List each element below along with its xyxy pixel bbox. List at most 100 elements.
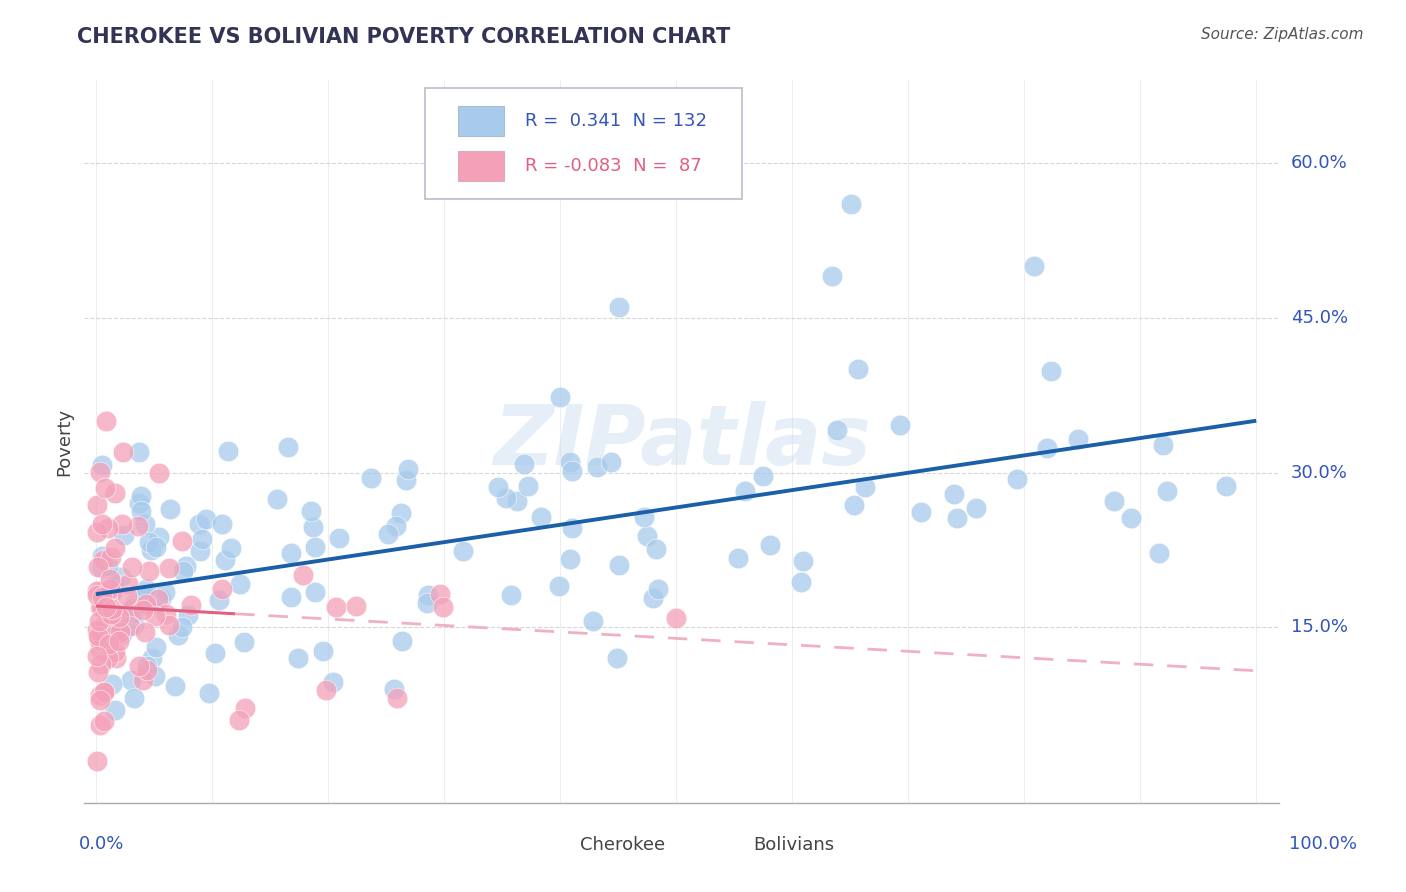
Point bbox=[291, 567, 314, 582]
Point bbox=[112, 445, 135, 459]
Point bbox=[1152, 437, 1174, 451]
Point bbox=[547, 579, 569, 593]
Point bbox=[128, 445, 150, 459]
Point bbox=[122, 601, 145, 615]
Point bbox=[606, 651, 628, 665]
Point bbox=[89, 693, 111, 707]
Point bbox=[1121, 511, 1143, 525]
Point bbox=[734, 483, 756, 498]
Point bbox=[104, 607, 127, 622]
Point bbox=[853, 479, 876, 493]
Point bbox=[561, 521, 583, 535]
Point bbox=[155, 607, 177, 621]
Point bbox=[91, 561, 114, 575]
Point bbox=[141, 651, 163, 665]
Point bbox=[280, 590, 302, 604]
Point bbox=[104, 645, 127, 659]
Point bbox=[942, 487, 965, 501]
Point bbox=[177, 608, 200, 623]
Point bbox=[146, 592, 169, 607]
Text: R = -0.083  N =  87: R = -0.083 N = 87 bbox=[526, 157, 702, 175]
Point bbox=[211, 516, 233, 531]
Point bbox=[191, 532, 214, 546]
Point bbox=[104, 651, 127, 665]
Point bbox=[107, 610, 129, 624]
Point bbox=[90, 549, 112, 563]
Point bbox=[157, 618, 180, 632]
Point bbox=[561, 464, 583, 478]
Point bbox=[647, 582, 669, 596]
Point bbox=[322, 675, 344, 690]
Point bbox=[110, 570, 132, 584]
Text: Bolivians: Bolivians bbox=[754, 836, 835, 854]
Point bbox=[550, 390, 572, 404]
Point bbox=[582, 614, 605, 628]
Point bbox=[120, 619, 142, 633]
Point bbox=[790, 574, 813, 589]
Point bbox=[280, 546, 302, 560]
Point bbox=[208, 592, 231, 607]
Text: 45.0%: 45.0% bbox=[1291, 309, 1348, 326]
Point bbox=[91, 591, 114, 605]
Point bbox=[91, 458, 114, 472]
Point bbox=[172, 565, 194, 579]
Point bbox=[97, 521, 120, 535]
Point bbox=[98, 572, 121, 586]
Point bbox=[607, 301, 630, 315]
Point bbox=[86, 498, 108, 512]
Point bbox=[229, 577, 252, 591]
Point bbox=[115, 606, 138, 620]
Text: ZIPatlas: ZIPatlas bbox=[494, 401, 870, 482]
Point bbox=[304, 584, 326, 599]
Point bbox=[145, 541, 167, 555]
Point bbox=[129, 504, 152, 518]
Point bbox=[91, 553, 114, 567]
Point bbox=[128, 496, 150, 510]
Point bbox=[89, 641, 111, 656]
Point bbox=[143, 608, 166, 623]
Point bbox=[1067, 432, 1090, 446]
Point bbox=[217, 443, 239, 458]
Point bbox=[170, 620, 193, 634]
Point bbox=[115, 589, 138, 603]
Text: R =  0.341  N = 132: R = 0.341 N = 132 bbox=[526, 112, 707, 129]
Point bbox=[1024, 259, 1046, 273]
Point bbox=[1005, 472, 1028, 486]
Point bbox=[965, 500, 987, 515]
Point bbox=[105, 613, 128, 627]
Point bbox=[214, 553, 236, 567]
Point bbox=[839, 197, 862, 211]
Point bbox=[495, 491, 517, 505]
Point bbox=[136, 663, 159, 677]
Point bbox=[844, 498, 866, 512]
Text: 0.0%: 0.0% bbox=[79, 835, 124, 854]
Point bbox=[89, 657, 111, 671]
Point bbox=[558, 455, 581, 469]
Point bbox=[384, 518, 406, 533]
Point bbox=[132, 602, 155, 616]
Point bbox=[821, 269, 844, 284]
Point bbox=[287, 650, 309, 665]
Point bbox=[586, 460, 609, 475]
Point bbox=[87, 665, 110, 680]
Point bbox=[94, 599, 117, 614]
Point bbox=[384, 682, 406, 697]
Point bbox=[134, 624, 156, 639]
Point bbox=[104, 628, 127, 642]
Point bbox=[97, 635, 120, 649]
Point bbox=[165, 679, 187, 693]
Point bbox=[233, 701, 256, 715]
Point bbox=[432, 600, 454, 615]
Point bbox=[727, 550, 749, 565]
Point bbox=[93, 617, 115, 632]
Point bbox=[127, 519, 149, 533]
Point bbox=[325, 600, 347, 615]
Point bbox=[530, 510, 553, 524]
Point bbox=[453, 544, 475, 558]
Point bbox=[135, 597, 157, 611]
Point bbox=[416, 588, 439, 602]
Point bbox=[98, 582, 121, 597]
Point bbox=[87, 614, 110, 628]
Point bbox=[111, 626, 134, 640]
Point bbox=[486, 480, 509, 494]
